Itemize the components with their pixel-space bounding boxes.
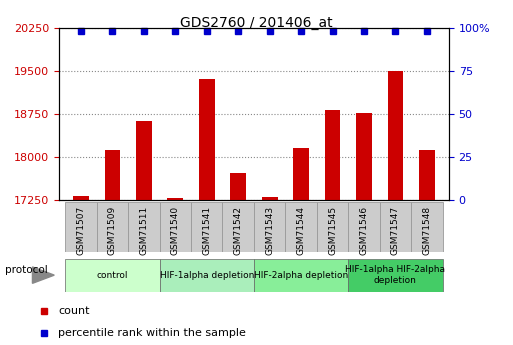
Bar xyxy=(262,197,278,200)
Text: HIF-2alpha depletion: HIF-2alpha depletion xyxy=(254,270,348,280)
Bar xyxy=(317,202,348,252)
Bar xyxy=(97,202,128,252)
Bar xyxy=(167,198,183,200)
Bar xyxy=(325,110,341,200)
Bar xyxy=(254,202,285,252)
Text: HIF-1alpha HIF-2alpha
depletion: HIF-1alpha HIF-2alpha depletion xyxy=(345,265,445,285)
Bar xyxy=(411,202,443,252)
Text: GSM71542: GSM71542 xyxy=(234,206,243,255)
Bar xyxy=(387,71,403,200)
Bar xyxy=(356,113,372,200)
Text: GDS2760 / 201406_at: GDS2760 / 201406_at xyxy=(180,16,333,30)
Bar xyxy=(65,202,97,252)
Bar xyxy=(73,196,89,200)
Text: protocol: protocol xyxy=(5,265,48,275)
Text: GSM71545: GSM71545 xyxy=(328,206,337,255)
Text: GSM71507: GSM71507 xyxy=(76,206,86,255)
Text: GSM71547: GSM71547 xyxy=(391,206,400,255)
Polygon shape xyxy=(32,267,54,283)
Bar xyxy=(128,202,160,252)
Bar xyxy=(293,148,309,200)
Bar xyxy=(160,202,191,252)
Text: GSM71546: GSM71546 xyxy=(360,206,368,255)
Bar xyxy=(160,259,254,292)
Bar xyxy=(254,259,348,292)
Bar xyxy=(65,259,160,292)
Bar xyxy=(223,202,254,252)
Bar xyxy=(348,202,380,252)
Text: GSM71541: GSM71541 xyxy=(202,206,211,255)
Bar xyxy=(380,202,411,252)
Bar xyxy=(199,79,214,200)
Text: GSM71540: GSM71540 xyxy=(171,206,180,255)
Text: GSM71544: GSM71544 xyxy=(297,206,306,255)
Bar xyxy=(105,149,121,200)
Bar xyxy=(230,173,246,200)
Text: HIF-1alpha depletion: HIF-1alpha depletion xyxy=(160,270,254,280)
Text: GSM71548: GSM71548 xyxy=(422,206,431,255)
Bar xyxy=(419,149,435,200)
Bar xyxy=(348,259,443,292)
Text: count: count xyxy=(58,306,89,315)
Text: GSM71543: GSM71543 xyxy=(265,206,274,255)
Bar xyxy=(285,202,317,252)
Bar xyxy=(191,202,223,252)
Text: GSM71511: GSM71511 xyxy=(140,206,148,255)
Text: control: control xyxy=(96,270,128,280)
Text: GSM71509: GSM71509 xyxy=(108,206,117,255)
Bar xyxy=(136,121,152,200)
Text: percentile rank within the sample: percentile rank within the sample xyxy=(58,328,246,338)
